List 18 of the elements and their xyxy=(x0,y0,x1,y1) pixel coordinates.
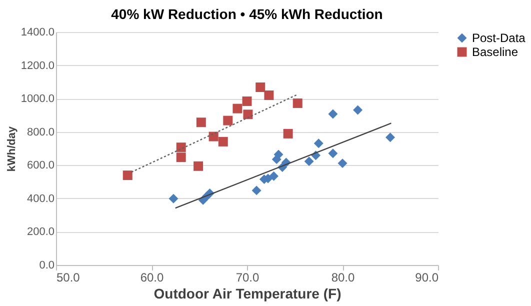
y-tick-label: 1200.0 xyxy=(20,60,54,72)
x-axis-title: Outdoor Air Temperature (F) xyxy=(154,286,342,302)
x-tick-label: 90.0 xyxy=(415,270,439,284)
x-tick-label: 50.0 xyxy=(56,270,80,284)
x-tick-label: 70.0 xyxy=(236,270,260,284)
y-tick-label: 200.0 xyxy=(26,226,54,238)
legend-label: Post-Data xyxy=(472,31,526,45)
y-tick-label: 600.0 xyxy=(26,160,54,172)
legend-label: Baseline xyxy=(472,45,518,59)
y-tick-label: 1400.0 xyxy=(20,26,54,38)
x-tick-label: 60.0 xyxy=(140,270,164,284)
y-tick-label: 1000.0 xyxy=(20,93,54,106)
chart-title: 40% kW Reduction • 45% kWh Reduction xyxy=(111,6,383,22)
y-axis-title: kWh/day xyxy=(6,126,18,172)
x-tick-label: 80.0 xyxy=(331,270,355,284)
y-tick-label: 400.0 xyxy=(26,192,54,205)
y-tick-label: 0.0 xyxy=(39,260,54,272)
y-tick-label: 800.0 xyxy=(26,126,54,138)
